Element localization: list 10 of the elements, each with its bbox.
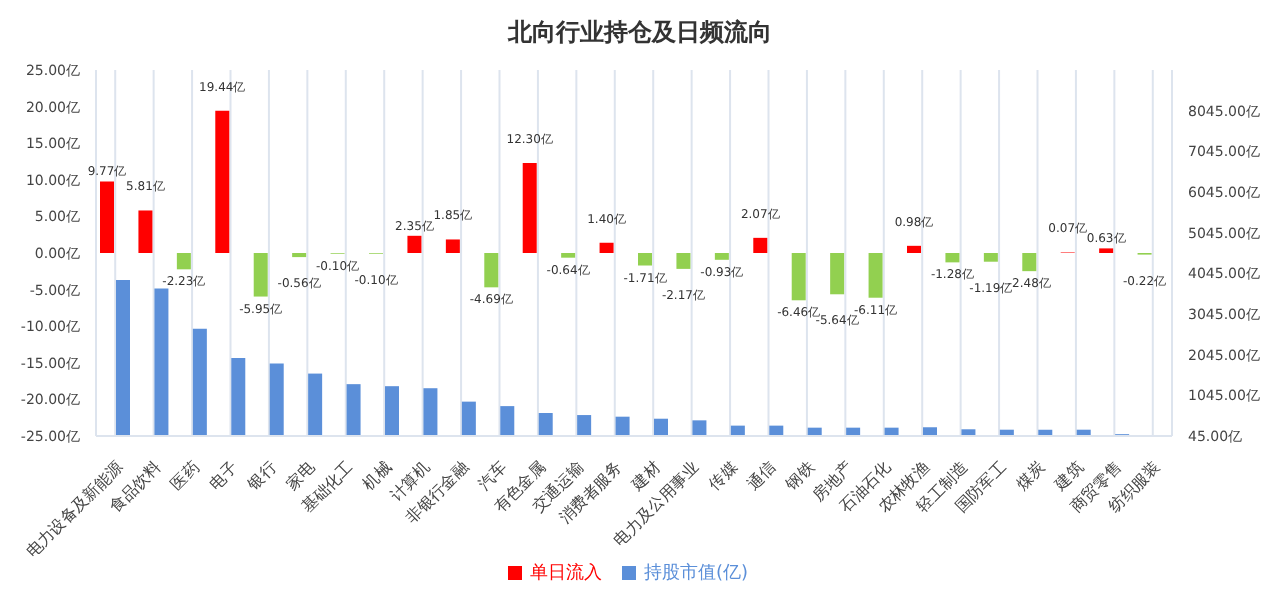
x-tick-label: 机械: [359, 458, 395, 494]
chart-title: 北向行业持仓及日频流向: [505, 16, 774, 50]
x-tick-label: 电子: [205, 458, 242, 494]
legend-label: 持股市值(亿): [643, 564, 749, 584]
x-tick-label: 银行: [242, 458, 280, 495]
legend-label: 单日流入: [529, 564, 602, 584]
x-tick-label: 传媒: [705, 458, 741, 494]
x-tick-label: 通信: [743, 458, 780, 494]
x-tick-label: 煤炭: [1012, 458, 1049, 494]
x-tick-label: 医药: [167, 458, 203, 494]
